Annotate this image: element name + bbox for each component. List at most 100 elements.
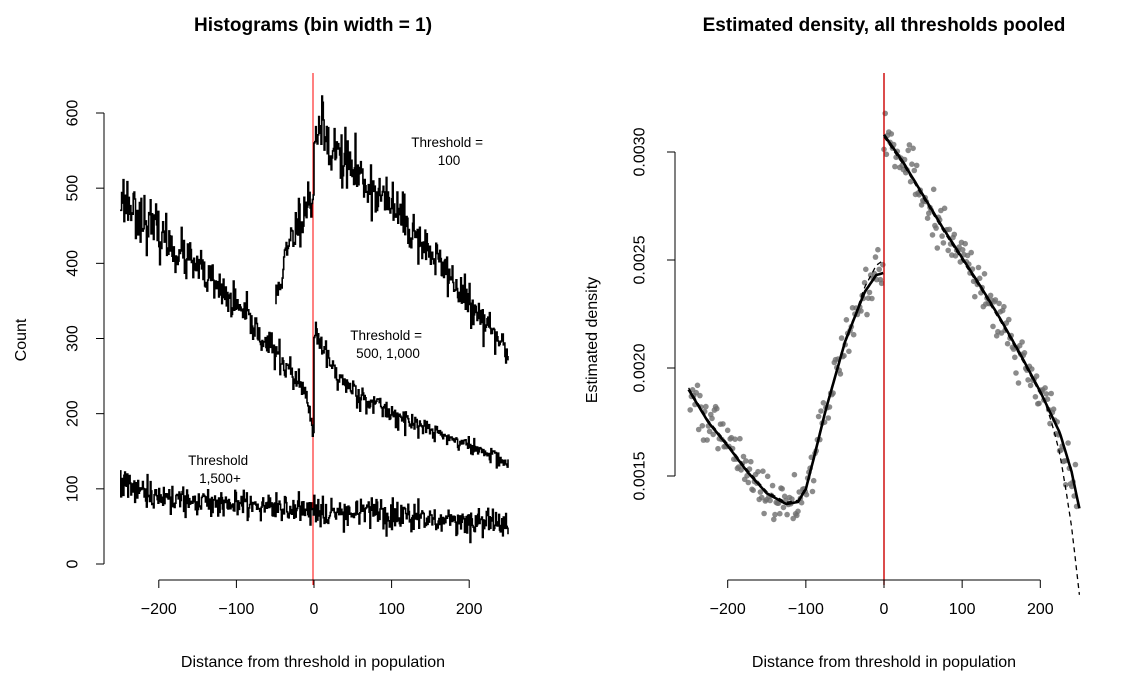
density-point	[771, 516, 777, 523]
left-y-axis-label: Count	[13, 318, 30, 361]
density-point	[933, 225, 939, 231]
density-point	[704, 437, 710, 443]
left-x-tick-label: 0	[310, 601, 319, 618]
annotation-threshold-500-1000: Threshold = 500, 1,000	[350, 328, 425, 361]
right-y-tick-label: 0.0025	[632, 235, 649, 284]
density-point	[888, 131, 895, 137]
density-point	[1062, 482, 1069, 488]
density-point	[815, 413, 822, 420]
density-point	[941, 205, 948, 212]
left-y-tick-label: 300	[65, 325, 82, 352]
density-point	[939, 233, 945, 239]
density-point	[910, 145, 916, 152]
density-point	[1006, 316, 1012, 323]
density-point	[1033, 373, 1040, 379]
density-point	[1042, 385, 1048, 391]
right-y-tick-label: 0.0015	[632, 451, 649, 500]
density-point	[866, 289, 873, 296]
density-point	[1012, 354, 1018, 361]
left-y-tick-label: 100	[65, 475, 82, 502]
density-fit-right-dashed	[883, 136, 1081, 595]
density-point	[810, 477, 817, 484]
annotation-threshold-1500-line1: Threshold	[188, 453, 248, 468]
right-x-axis: −200 −100 0 100 200	[710, 579, 1054, 618]
density-point	[981, 271, 988, 277]
right-x-tick-label: −100	[788, 601, 824, 618]
density-point	[1047, 420, 1053, 427]
density-point	[745, 479, 752, 486]
annotation-threshold-1500-line2: 1,500+	[199, 471, 241, 486]
density-point	[699, 423, 706, 429]
density-point	[1043, 391, 1050, 397]
density-point	[869, 295, 875, 302]
density-point	[1019, 339, 1025, 345]
density-point	[1004, 340, 1011, 347]
density-point	[738, 467, 744, 473]
left-y-tick-label: 600	[65, 100, 82, 127]
density-point	[761, 510, 767, 517]
density-point	[697, 392, 703, 399]
right-x-tick-label: −200	[710, 601, 746, 618]
density-point	[872, 254, 879, 260]
density-point	[784, 511, 790, 518]
density-point	[737, 435, 743, 442]
right-x-tick-label: 0	[880, 601, 889, 618]
density-point	[878, 280, 885, 287]
density-point	[929, 232, 936, 238]
annotation-threshold-100-line2: 100	[438, 153, 461, 168]
histogram-series-3	[120, 470, 509, 544]
density-point	[907, 178, 914, 185]
left-y-tick-label: 200	[65, 400, 82, 427]
density-point	[911, 167, 918, 174]
density-point	[760, 468, 766, 475]
density-point	[795, 508, 801, 515]
density-point	[703, 403, 709, 410]
density-point	[952, 253, 959, 259]
density-point	[951, 231, 958, 238]
density-point	[715, 445, 721, 452]
density-point	[781, 493, 788, 500]
density-point	[772, 511, 778, 518]
density-point	[1036, 400, 1042, 407]
density-point	[720, 421, 726, 427]
density-point	[990, 323, 996, 330]
density-point	[1050, 406, 1057, 413]
annotation-threshold-1500: Threshold 1,500+	[188, 453, 252, 486]
density-point	[798, 499, 805, 506]
histogram-series-2	[120, 178, 509, 469]
left-x-tick-label: −200	[141, 601, 177, 618]
right-y-tick-label: 0.0030	[632, 127, 649, 176]
density-point	[1065, 440, 1071, 446]
density-point	[694, 382, 701, 389]
density-point	[996, 300, 1002, 307]
density-point	[838, 335, 845, 341]
density-point	[750, 487, 756, 494]
density-point	[968, 249, 974, 256]
left-x-tick-label: 200	[456, 601, 483, 618]
density-point	[780, 504, 787, 511]
annotation-threshold-500-1000-line1: Threshold =	[350, 328, 422, 343]
density-point	[909, 161, 915, 167]
annotation-threshold-100-line1: Threshold =	[411, 135, 483, 150]
density-point	[748, 458, 754, 465]
density-point	[905, 147, 911, 154]
density-point	[987, 292, 994, 299]
density-point	[992, 297, 999, 303]
density-point	[1044, 396, 1051, 403]
density-panel: Estimated density, all thresholds pooled…	[584, 15, 1081, 671]
annotation-threshold-100: Threshold = 100	[411, 135, 486, 168]
left-y-tick-label: 0	[65, 559, 82, 568]
density-point	[732, 436, 738, 443]
density-point	[892, 163, 898, 170]
density-point	[714, 405, 720, 412]
left-x-tick-label: 100	[378, 601, 405, 618]
density-point	[687, 407, 693, 413]
density-point	[1021, 350, 1028, 356]
density-point	[850, 331, 857, 338]
density-point	[972, 293, 978, 300]
density-point	[934, 245, 941, 251]
density-point	[946, 226, 953, 233]
left-x-axis: −200 −100 0 100 200	[141, 579, 483, 618]
density-point	[779, 486, 785, 492]
